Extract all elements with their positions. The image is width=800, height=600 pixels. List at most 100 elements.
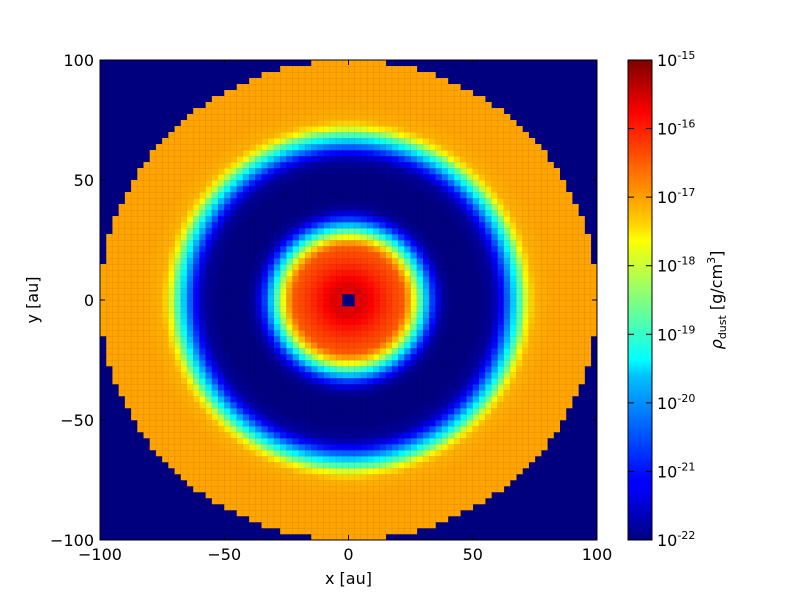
heatmap-cell [335,113,343,121]
heatmap-cell [217,329,225,337]
heatmap-cell [398,203,405,211]
heatmap-cell [422,347,430,355]
heatmap-cell [242,491,250,499]
heatmap-cell [429,71,436,79]
heatmap-cell [466,389,474,397]
heatmap-cell [559,389,567,397]
heatmap-cell [366,113,374,121]
heatmap-cell [242,497,250,505]
heatmap-cell [236,281,244,289]
heatmap-cell [478,419,486,427]
heatmap-cell [180,305,188,313]
heatmap-cell [261,437,269,445]
heatmap-cell [236,227,244,235]
heatmap-cell [472,455,480,463]
heatmap-cell [398,287,405,295]
heatmap-cell [416,257,424,265]
heatmap-cell [155,323,163,331]
heatmap-cell [317,383,325,391]
heatmap-cell [130,347,138,355]
heatmap-cell [516,215,523,223]
heatmap-cell [304,89,312,97]
heatmap-cell [342,89,350,97]
heatmap-cell [366,197,374,205]
heatmap-cell [323,365,331,373]
heatmap-cell [311,455,318,463]
heatmap-cell [168,299,176,307]
heatmap-cell [522,401,530,409]
heatmap-cell [286,497,294,505]
heatmap-cell [435,221,443,229]
heatmap-cell [199,299,207,307]
heatmap-cell [335,521,343,529]
heatmap-cell [130,407,138,415]
heatmap-cell [298,359,306,367]
heatmap-cell [261,377,269,385]
heatmap-cell [441,143,449,151]
heatmap-cell [279,161,287,169]
heatmap-cell [460,221,468,229]
heatmap-cell [373,335,381,343]
heatmap-cell [385,77,393,85]
heatmap-cell [199,191,207,199]
heatmap-cell [329,395,337,403]
heatmap-cell [435,383,443,391]
heatmap-cell [304,71,312,79]
heatmap-cell [174,437,182,445]
heatmap-cell [528,323,536,331]
heatmap-cell [279,137,287,145]
heatmap-cell [509,425,517,433]
heatmap-cell [137,425,144,433]
heatmap-cell [410,341,418,349]
heatmap-cell [491,317,499,325]
heatmap-cell [360,221,368,229]
heatmap-cell [124,305,132,313]
heatmap-cell [112,263,120,271]
heatmap-cell [137,419,144,427]
heatmap-cell [180,221,188,229]
heatmap-cell [354,341,362,349]
heatmap-cell [547,353,555,361]
heatmap-cell [224,305,231,313]
heatmap-cell [435,191,443,199]
heatmap-cell [472,191,480,199]
heatmap-cell [398,515,405,523]
heatmap-cell [478,431,486,439]
heatmap-cell [410,209,418,217]
heatmap-cell [255,317,263,325]
heatmap-cell [360,95,368,103]
heatmap-cell [391,311,399,319]
heatmap-cell [205,125,213,133]
heatmap-cell [429,449,436,457]
heatmap-cell [279,65,287,73]
heatmap-cell [236,269,244,277]
heatmap-cell [522,419,530,427]
heatmap-cell [522,455,530,463]
heatmap-cell [460,335,468,343]
heatmap-cell [385,65,393,73]
heatmap-cell [441,275,449,283]
heatmap-cell [472,371,480,379]
heatmap-cell [311,197,318,205]
heatmap-cell [236,173,244,181]
heatmap-cell [422,281,430,289]
heatmap-cell [292,449,300,457]
heatmap-cell [267,209,275,217]
heatmap-cell [398,395,405,403]
heatmap-cell [292,383,300,391]
heatmap-cell [317,161,325,169]
heatmap-cell [211,275,219,283]
heatmap-cell [410,401,418,409]
heatmap-cell [379,209,387,217]
heatmap-cell [404,221,412,229]
heatmap-cell [379,485,387,493]
heatmap-cell [447,233,455,241]
heatmap-cell [366,191,374,199]
heatmap-cell [317,287,325,295]
heatmap-cell [217,281,225,289]
heatmap-cell [224,197,231,205]
heatmap-cell [509,227,517,235]
heatmap-cell [491,473,499,481]
heatmap-cell [385,293,393,301]
heatmap-cell [410,101,418,109]
